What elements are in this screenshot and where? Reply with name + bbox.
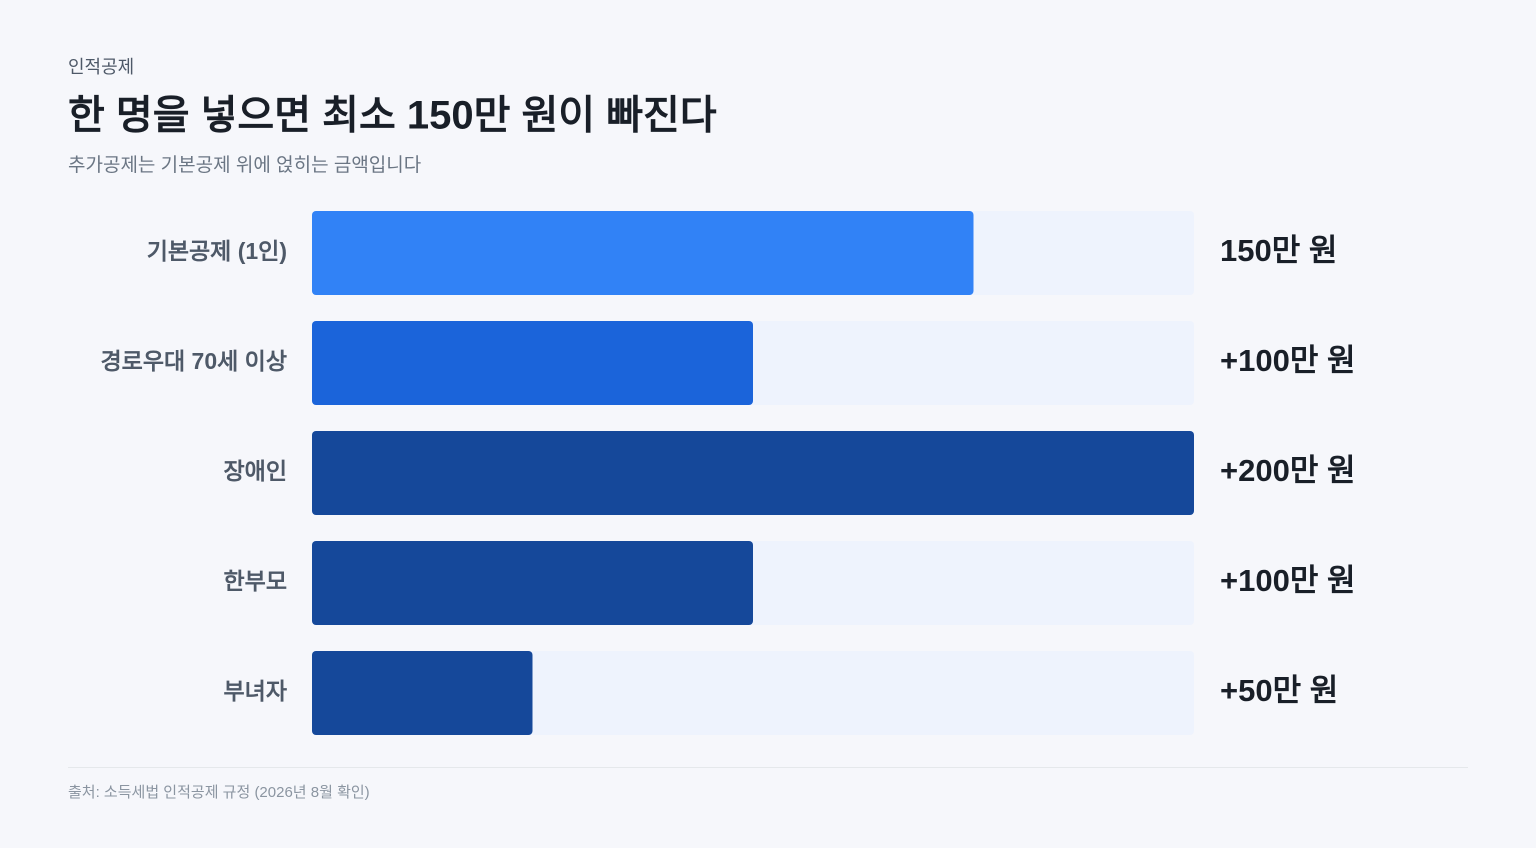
value-label: +100만 원 <box>1220 563 1355 598</box>
bar <box>312 321 753 405</box>
category-label: 장애인 <box>224 458 287 484</box>
value-label: +200만 원 <box>1220 453 1355 488</box>
chart-title: 한 명을 넣으면 최소 150만 원이 빠진다 <box>68 94 717 138</box>
value-label: +100만 원 <box>1220 343 1355 378</box>
value-label: +50만 원 <box>1220 673 1338 708</box>
subtitle: 추가공제는 기본공제 위에 얹히는 금액입니다 <box>68 154 421 176</box>
kicker: 인적공제 <box>68 57 134 77</box>
bar <box>312 541 753 625</box>
category-label: 한부모 <box>224 568 287 594</box>
bar <box>312 211 974 295</box>
source: 출처: 소득세법 인적공제 규정 (2026년 8월 확인) <box>68 784 370 801</box>
category-label: 경로우대 70세 이상 <box>101 348 287 374</box>
value-label: 150만 원 <box>1220 233 1337 268</box>
category-label: 부녀자 <box>224 678 287 704</box>
category-label: 기본공제 (1인) <box>147 238 287 264</box>
bar <box>312 431 1194 515</box>
bar <box>312 651 533 735</box>
